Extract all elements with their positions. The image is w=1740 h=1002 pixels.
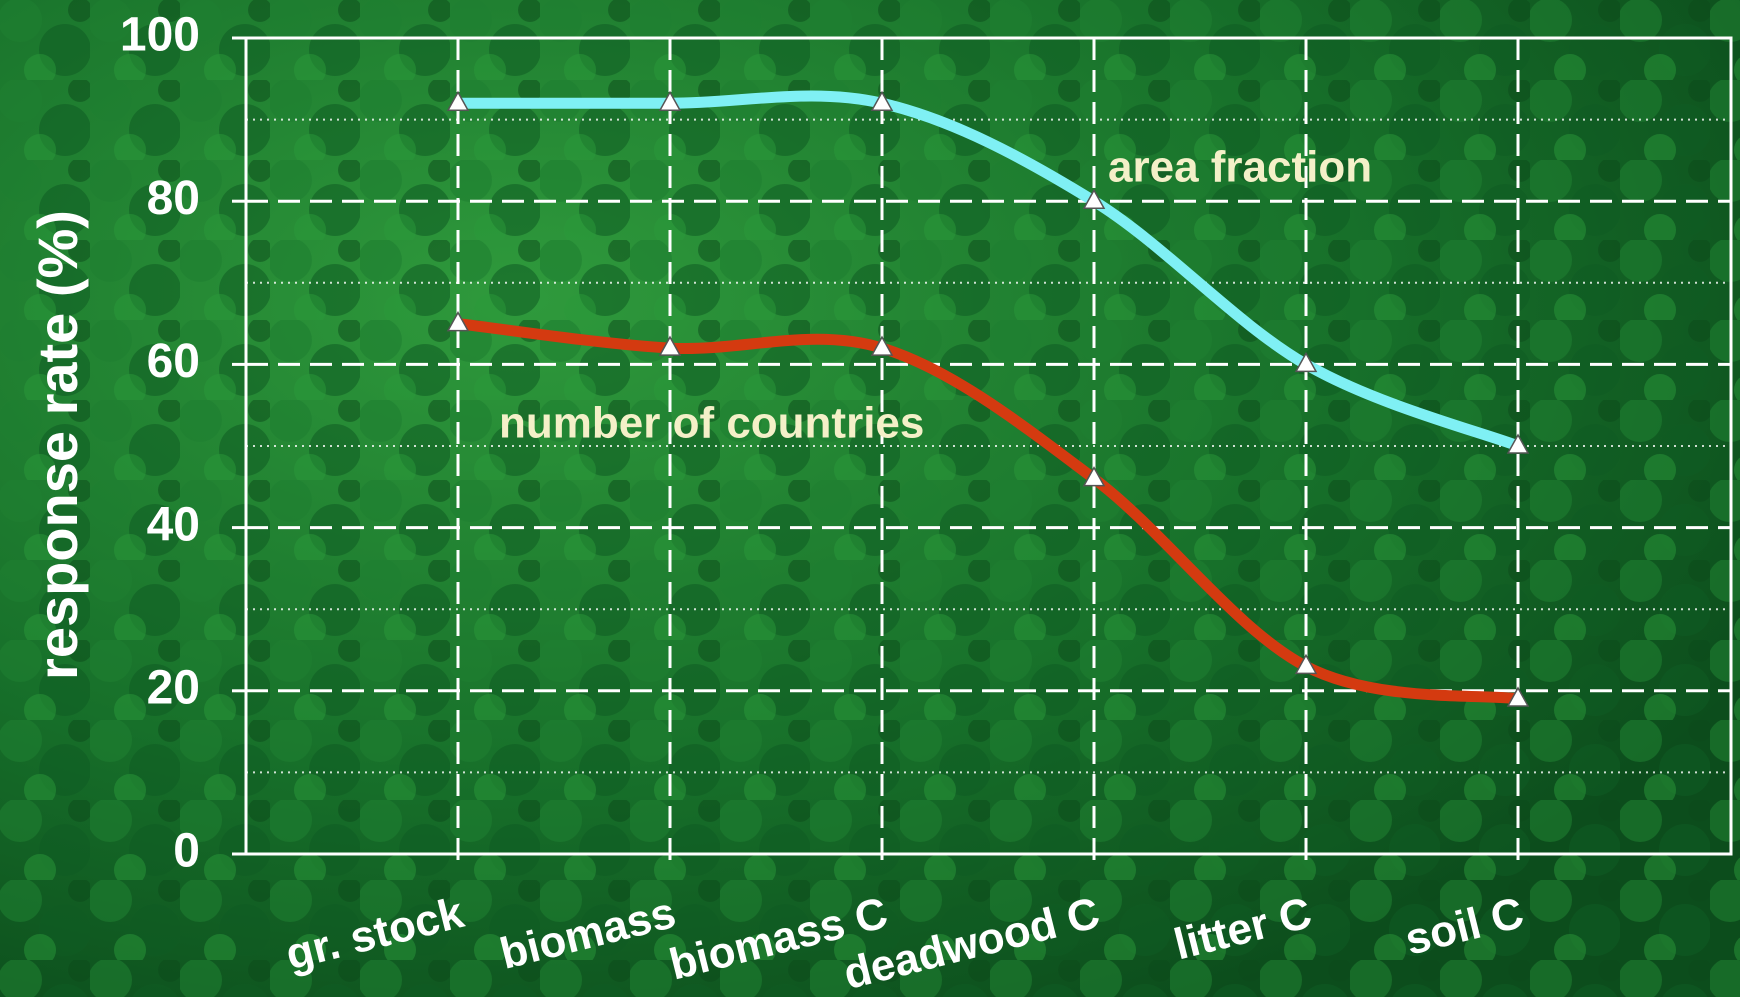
series-label: number of countries [499,399,924,448]
series-line [452,90,1524,452]
point-marker [658,335,682,356]
y-tick-label: 0 [173,825,200,878]
point-marker [1506,686,1530,707]
y-tick-label: 40 [147,498,200,551]
point-marker [870,90,894,112]
point-marker [446,90,470,112]
point-marker [1082,188,1106,209]
point-marker [446,311,470,332]
point-marker [1294,653,1318,675]
plot-frame [244,36,1733,856]
point-marker [1506,433,1530,454]
series-label: area fraction [1108,143,1372,192]
point-marker [870,335,894,356]
y-tick-label: 60 [147,335,200,388]
series-line [452,318,1524,705]
point-marker [1294,351,1318,373]
y-tick-label: 100 [120,9,200,62]
point-marker [658,90,682,112]
y-tick-label: 80 [147,172,200,225]
point-marker [1082,466,1106,487]
y-tick-label: 20 [147,661,200,714]
y-axis-label: response rate (%) [26,210,89,680]
